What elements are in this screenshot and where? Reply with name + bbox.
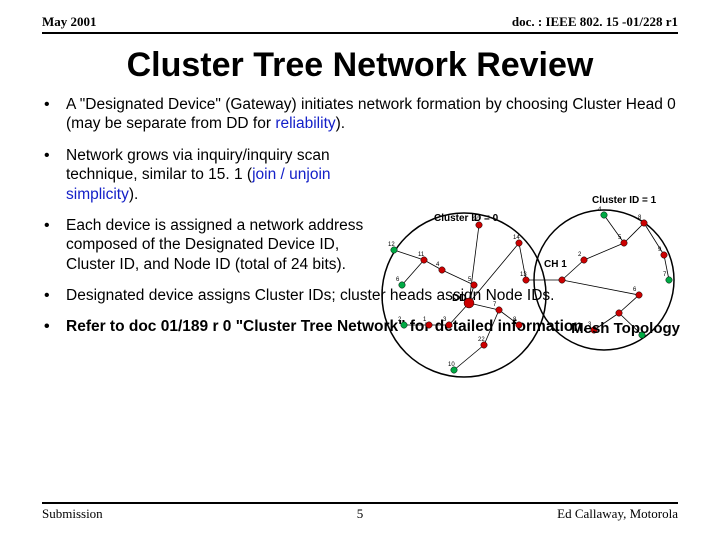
svg-text:CH 1: CH 1 [544, 259, 567, 270]
svg-text:14: 14 [513, 235, 520, 241]
bullet-1: A "Designated Device" (Gateway) initiate… [42, 95, 678, 134]
svg-text:10: 10 [448, 362, 455, 368]
page-title: Cluster Tree Network Review [0, 46, 720, 85]
svg-text:Cluster ID = 1: Cluster ID = 1 [592, 195, 657, 206]
bullet-1-keyword: reliability [275, 115, 335, 132]
svg-text:5: 5 [618, 235, 622, 241]
header-date: May 2001 [42, 14, 97, 30]
footer: Submission 5 Ed Callaway, Motorola [42, 502, 678, 522]
footer-right: Ed Callaway, Motorola [557, 506, 678, 522]
svg-text:DD: DD [452, 293, 466, 304]
bullet-2: Network grows via inquiry/inquiry scan t… [42, 146, 373, 204]
svg-text:9: 9 [658, 247, 662, 253]
mesh-topology-label: Mesh Topology [571, 320, 680, 337]
header-docref: doc. : IEEE 802. 15 -01/228 r1 [512, 14, 678, 30]
bullet-3: Each device is assigned a network addres… [42, 216, 373, 274]
svg-text:7: 7 [663, 272, 667, 278]
bullet-2-tail: ). [129, 186, 138, 203]
footer-page: 5 [357, 506, 364, 522]
svg-text:12: 12 [388, 242, 395, 248]
svg-text:11: 11 [418, 252, 425, 258]
svg-text:8: 8 [513, 317, 517, 323]
svg-text:6: 6 [633, 287, 637, 293]
footer-rule [42, 502, 678, 504]
footer-left: Submission [42, 506, 103, 522]
bullet-1-tail: ). [336, 115, 345, 132]
svg-text:2: 2 [398, 317, 402, 323]
svg-text:4: 4 [436, 262, 440, 268]
svg-text:13: 13 [520, 272, 527, 278]
svg-text:2: 2 [578, 252, 582, 258]
header-rule [42, 32, 678, 34]
svg-text:1: 1 [423, 317, 427, 323]
svg-text:7: 7 [493, 302, 497, 308]
svg-text:22: 22 [478, 337, 485, 343]
bullet-1-text: A "Designated Device" (Gateway) initiate… [66, 96, 676, 132]
svg-text:3: 3 [443, 317, 447, 323]
svg-text:Cluster ID = 0: Cluster ID = 0 [434, 213, 499, 224]
svg-text:6: 6 [396, 277, 400, 283]
cluster-diagram: 201413822103126111245748597263Cluster ID… [354, 195, 684, 385]
